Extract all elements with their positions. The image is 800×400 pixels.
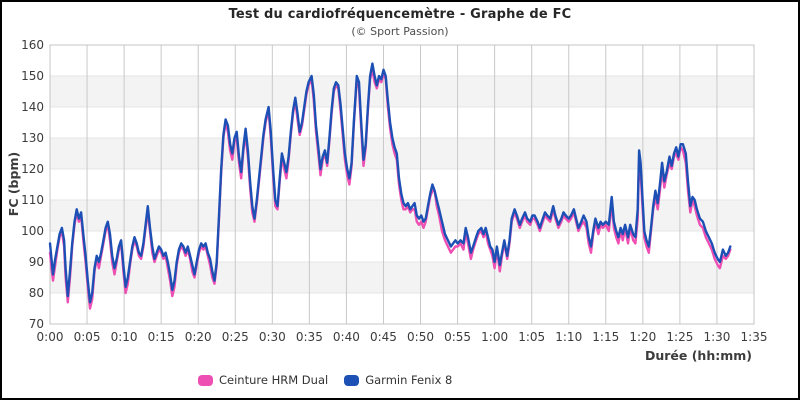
x-tick-label: 1:30 bbox=[703, 330, 731, 344]
y-tick-label: 110 bbox=[21, 193, 44, 207]
x-tick-label: 1:25 bbox=[666, 330, 694, 344]
x-tick-label: 0:35 bbox=[295, 330, 323, 344]
x-tick-label: 0:10 bbox=[110, 330, 138, 344]
x-tick-label: 0:50 bbox=[407, 330, 434, 344]
x-axis-title: Durée (hh:mm) bbox=[644, 348, 752, 363]
y-tick-label: 80 bbox=[28, 286, 44, 300]
y-tick-label: 90 bbox=[28, 255, 44, 269]
y-tick-label: 120 bbox=[21, 162, 44, 176]
legend-item-fenix-8: Garmin Fenix 8 bbox=[344, 373, 452, 387]
x-tick-label: 0:30 bbox=[258, 330, 286, 344]
x-tick-label: 0:20 bbox=[184, 330, 212, 344]
y-tick-label: 130 bbox=[21, 131, 44, 145]
x-tick-label: 0:15 bbox=[147, 330, 175, 344]
x-tick-label: 1:15 bbox=[592, 330, 620, 344]
x-tick-label: 0:40 bbox=[332, 330, 360, 344]
x-tick-label: 1:05 bbox=[518, 330, 546, 344]
x-tick-label: 0:55 bbox=[444, 330, 472, 344]
legend-label-hrm-dual: Ceinture HRM Dual bbox=[219, 373, 329, 387]
chart-title: Test du cardiofréquencemètre - Graphe de… bbox=[228, 7, 572, 22]
x-tick-label: 1:35 bbox=[740, 330, 768, 344]
legend: Ceinture HRM Dual Garmin Fenix 8 bbox=[198, 373, 452, 387]
chart-subtitle: (© Sport Passion) bbox=[351, 25, 449, 38]
legend-item-hrm-dual: Ceinture HRM Dual bbox=[198, 373, 328, 387]
x-tick-label: 1:20 bbox=[629, 330, 657, 344]
y-tick-label: 160 bbox=[21, 38, 44, 52]
y-tick-label: 140 bbox=[21, 100, 44, 114]
x-tick-label: 1:00 bbox=[481, 330, 509, 344]
legend-label-fenix-8: Garmin Fenix 8 bbox=[365, 373, 453, 387]
x-tick-label: 0:00 bbox=[36, 330, 64, 344]
y-tick-label: 150 bbox=[21, 69, 44, 83]
legend-swatch-hrm-dual bbox=[198, 374, 213, 386]
x-tick-label: 0:45 bbox=[369, 330, 397, 344]
y-tick-label: 70 bbox=[28, 317, 44, 331]
legend-swatch-fenix-8 bbox=[344, 374, 360, 386]
x-tick-label: 0:05 bbox=[73, 330, 101, 344]
x-tick-label: 1:10 bbox=[555, 330, 583, 344]
y-tick-label: 100 bbox=[21, 224, 44, 238]
x-tick-label: 0:25 bbox=[221, 330, 249, 344]
